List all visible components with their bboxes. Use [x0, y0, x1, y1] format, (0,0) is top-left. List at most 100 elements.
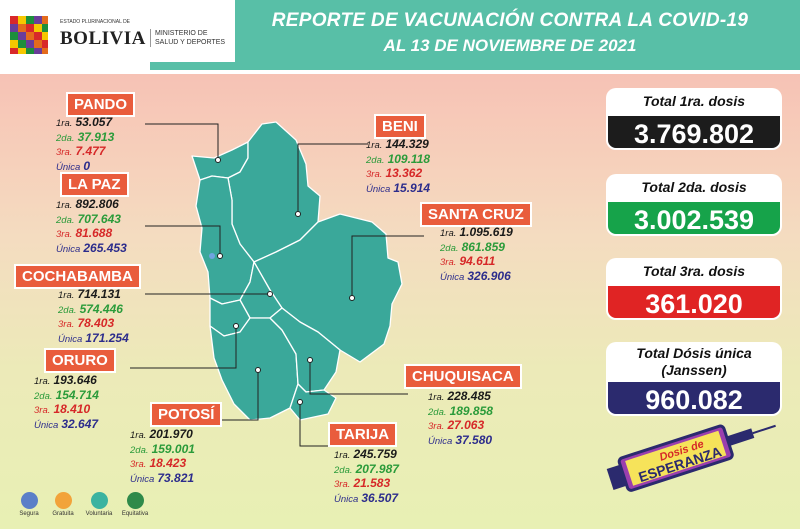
dept-stats-la-paz: 1ra. 892.806 2da. 707.643 3ra. 81.688 Ún… — [56, 198, 127, 256]
lapaz-second: 707.643 — [77, 211, 121, 226]
pando-first: 53.057 — [75, 115, 113, 129]
santacruz-third: 94.611 — [459, 254, 496, 268]
dept-stats-chuquisaca: 1ra. 228.485 2da. 189.858 3ra. 27.063 Ún… — [428, 390, 493, 448]
lbl-first: 1ra. — [56, 200, 73, 211]
lbl-single: Única — [56, 161, 81, 173]
potosi-first: 201.970 — [149, 427, 193, 441]
tarija-single: 36.507 — [361, 490, 399, 505]
dept-stats-tarija: 1ra. 245.759 2da. 207.987 3ra. 21.583 Ún… — [334, 448, 399, 506]
legend-label: Voluntaria — [85, 511, 113, 517]
total-first-label: Total 1ra. dosis — [606, 88, 782, 114]
logo-country: BOLIVIA — [60, 28, 146, 49]
lbl-single: Única — [56, 243, 81, 255]
beni-third: 13.362 — [385, 166, 423, 180]
syringe-liquid — [625, 430, 727, 486]
pando-dot — [215, 157, 221, 163]
potosi-third: 18.423 — [149, 456, 187, 470]
beni-dot — [295, 211, 301, 217]
chuquisaca-second: 189.858 — [449, 403, 493, 418]
chuquisaca-first: 228.485 — [447, 389, 491, 403]
lbl-second: 2da. — [56, 214, 75, 226]
lbl-first: 1ra. — [334, 450, 351, 461]
chuquisaca-leader — [309, 360, 408, 395]
lbl-first: 1ra. — [34, 376, 51, 387]
oruro-single: 32.647 — [61, 416, 99, 431]
header: ESTADO PLURINACIONAL DE BOLIVIA MINISTER… — [0, 0, 800, 82]
lbl-first: 1ra. — [56, 118, 73, 129]
title-banner — [235, 0, 800, 70]
dept-tag-tarija: TARIJA — [328, 422, 398, 447]
lapaz-single: 265.453 — [83, 240, 127, 255]
dept-tag-oruro: ORURO — [44, 348, 116, 373]
santacruz-first: 1.095.619 — [459, 225, 513, 239]
total-single-label-line2: (Janssen) — [661, 362, 727, 378]
lbl-single: Única — [130, 473, 155, 485]
dept-tag-beni: BENI — [374, 114, 426, 139]
legend-label: Segura — [19, 511, 39, 517]
map-tarija — [289, 383, 337, 421]
syringe-tip — [726, 428, 755, 446]
lbl-third: 3ra. — [56, 147, 73, 158]
potosi-leader — [208, 370, 259, 421]
lbl-second: 2da. — [34, 390, 53, 402]
lapaz-third: 81.688 — [75, 226, 113, 240]
cochabamba-second: 574.446 — [79, 301, 123, 316]
lbl-third: 3ra. — [56, 229, 73, 240]
banner-divider — [0, 70, 800, 74]
lbl-first: 1ra. — [130, 430, 147, 441]
dept-tag-potosi: POTOSÍ — [150, 402, 223, 427]
lbl-second: 2da. — [58, 304, 77, 316]
ministry-line2: SALUD Y DEPORTES — [155, 39, 226, 46]
lbl-first: 1ra. — [366, 140, 383, 151]
dept-tag-pando: PANDO — [66, 92, 136, 117]
lbl-single: Única — [34, 419, 59, 431]
logo-subtitle: ESTADO PLURINACIONAL DE — [60, 19, 131, 25]
santacruz-leader — [351, 235, 424, 298]
santacruz-single: 326.906 — [467, 268, 511, 283]
lapaz-dot — [217, 253, 223, 259]
cochabamba-first: 714.131 — [77, 287, 121, 301]
lbl-single: Única — [366, 183, 391, 195]
tarija-dot — [297, 399, 303, 405]
chuquisaca-third: 27.063 — [447, 418, 485, 432]
lbl-second: 2da. — [130, 444, 149, 456]
lbl-single: Única — [58, 333, 83, 345]
banner-stripe — [150, 62, 800, 70]
tarija-second: 207.987 — [355, 461, 399, 476]
cochabamba-dot — [267, 291, 273, 297]
ministry-name: MINISTERIO DE SALUD Y DEPORTES — [150, 29, 225, 47]
scale-icon — [126, 492, 144, 509]
dept-stats-cochabamba: 1ra. 714.131 2da. 574.446 3ra. 78.403 Ún… — [58, 288, 129, 346]
lbl-third: 3ra. — [366, 169, 383, 180]
cochabamba-third: 78.403 — [77, 316, 115, 330]
pando-single: 0 — [83, 158, 91, 173]
chuquisaca-dot — [307, 357, 313, 363]
oruro-first: 193.646 — [53, 373, 97, 387]
hand-icon — [90, 492, 108, 509]
syringe-plunger — [606, 464, 627, 490]
bolivia-emblem-icon — [6, 12, 52, 58]
cochabamba-single: 171.254 — [85, 330, 129, 345]
legend-equitativa: Equitativa — [118, 492, 152, 517]
lbl-second: 2da. — [428, 406, 447, 418]
lbl-first: 1ra. — [58, 290, 75, 301]
total-single-label: Total Dósis única (Janssen) — [606, 342, 782, 380]
smile-icon — [54, 492, 72, 509]
santacruz-second: 861.859 — [461, 239, 505, 254]
legend-segura: Segura — [12, 492, 46, 517]
total-second-label: Total 2da. dosis — [606, 174, 782, 200]
legend-label: Gratuita — [52, 511, 74, 517]
ministry-line1: MINISTERIO DE — [155, 30, 208, 37]
dept-tag-cochabamba: COCHABAMBA — [14, 264, 141, 289]
syringe-needle — [752, 424, 776, 435]
oruro-third: 18.410 — [53, 402, 91, 416]
syringe-illustration: Dosis de ESPERANZA — [606, 424, 776, 492]
oruro-second: 154.714 — [55, 387, 99, 402]
total-second-value: 3.002.539 — [606, 200, 782, 236]
lbl-single: Única — [440, 271, 465, 283]
santacruz-dot — [349, 295, 355, 301]
total-first-value: 3.769.802 — [606, 114, 782, 150]
lbl-first: 1ra. — [428, 392, 445, 403]
total-single-value: 960.082 — [606, 380, 782, 416]
dept-tag-chuquisaca: CHUQUISACA — [404, 364, 522, 389]
